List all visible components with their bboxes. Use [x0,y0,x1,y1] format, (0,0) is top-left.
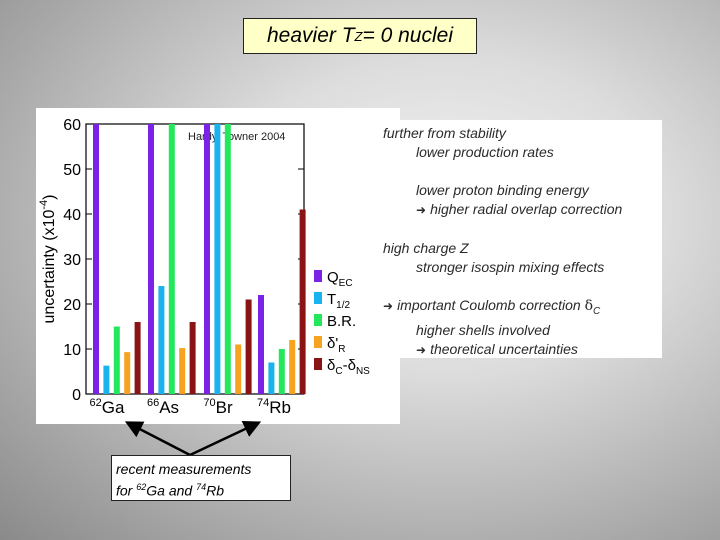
bar-2-0 [113,326,120,394]
y-tick-label: 50 [63,162,81,179]
note-element-1: Ga and [146,482,197,499]
y-tick-label: 20 [63,297,81,314]
bar-4-0 [134,322,141,394]
bar-0-2 [204,124,210,394]
arrow-right-icon: ➜ [416,203,427,217]
info-line-3: lower proton binding energy [416,182,589,198]
info-line-5: high charge Z [383,240,469,256]
info-line-7: important Coulomb correction [397,297,585,313]
info-line-8: higher shells involved [416,321,550,338]
legend-label-3: δ'R [327,335,345,355]
legend-label-2: B.R. [327,313,356,330]
bar-1-1 [158,286,165,394]
bar-2-2 [224,124,231,394]
title-prefix: heavier T [267,24,355,47]
legend-label-1: T1/2 [327,291,351,311]
legend-swatch-2 [314,314,322,326]
arrow-right-icon: ➜ [416,342,427,357]
info-line-4: higher radial overlap correction [430,201,623,217]
legend-swatch-4 [314,358,322,370]
bar-3-3 [289,340,296,394]
y-tick-label: 40 [63,207,81,224]
bar-0-0 [93,124,99,394]
info-box: further from stability lower production … [379,120,662,358]
title-suffix: = 0 nuclei [362,24,453,47]
chart-annotation: Hardy, Towner 2004 [188,131,285,143]
bar-2-3 [278,349,285,394]
arrow-to-ga [124,421,191,457]
y-axis-label: uncertainty (x10-4) [38,195,58,324]
legend-label-4: δC-δNS [327,357,370,377]
note-mass-1: 62 [136,482,147,492]
y-tick-label: 60 [63,117,81,134]
title-subscript: Z [354,28,363,44]
legend-swatch-0 [314,270,322,282]
note-line-1: recent measurements [116,461,252,477]
bar-3-1 [179,348,186,394]
bar-1-3 [268,362,275,394]
arrow-to-rb [189,421,262,457]
bar-1-0 [103,365,110,394]
note-prefix: for [116,482,137,499]
arrow-right-icon: ➜ [383,299,394,313]
chart-svg: 0 10 20 30 40 50 60 uncertainty (x10-4) Hardy, T… [38,117,370,417]
x-tick-label: 70Br [203,397,233,417]
y-tick-label: 0 [72,387,81,404]
info-line-9: theoretical uncertainties [430,340,578,357]
x-tick-label: 66As [147,397,179,417]
x-tick-label: 62Ga [90,397,125,417]
bar-0-3 [258,295,264,394]
bar-3-0 [124,352,131,394]
legend-swatch-3 [314,336,322,348]
legend-swatch-1 [314,292,322,304]
legend-label-0: QEC [327,269,353,289]
x-tick-label: 74Rb [257,397,291,417]
bar-4-1 [189,322,196,394]
bar-4-3 [299,209,306,394]
measurements-note: recent measurements for 62Ga and 74Rb [111,455,291,501]
info-line-2: lower production rates [416,144,554,160]
info-line-1: further from stability [383,125,506,141]
bar-2-1 [168,124,175,394]
bar-0-1 [148,124,154,394]
note-mass-2: 74 [196,482,207,492]
info-line-7-delta: δ [584,298,594,314]
y-tick-label: 30 [63,252,81,269]
bar-3-2 [235,344,242,394]
info-line-7-sub: C [593,305,601,317]
bar-4-2 [245,299,252,394]
info-line-6: stronger isospin mixing effects [416,259,605,275]
y-tick-label: 10 [63,342,81,359]
note-element-2: Rb [206,482,224,499]
uncertainty-bar-chart: 0 10 20 30 40 50 60 uncertainty (x10-4) Hardy, T… [36,108,400,424]
bar-1-2 [214,124,221,394]
